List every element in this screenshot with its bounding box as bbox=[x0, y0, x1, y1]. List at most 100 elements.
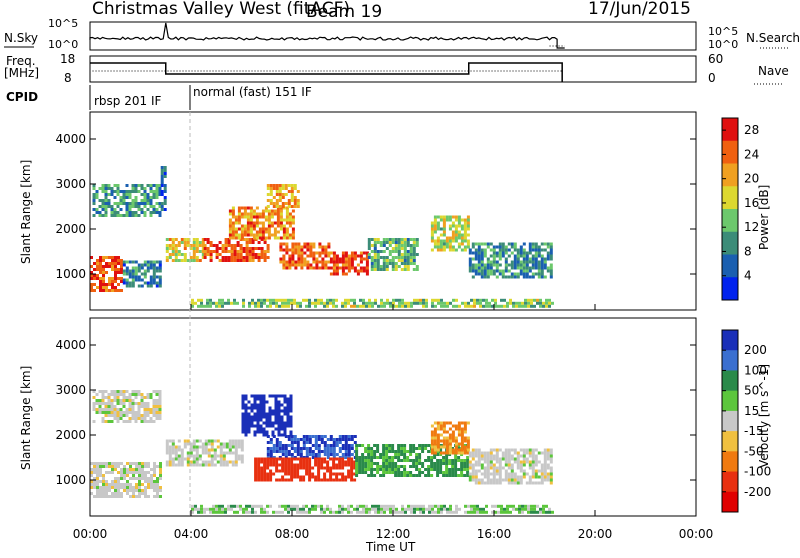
echo-cell-0 bbox=[114, 262, 117, 265]
echo-cell-1 bbox=[128, 408, 132, 411]
echo-cell-3 bbox=[286, 403, 290, 407]
echo-cell-1 bbox=[146, 414, 150, 417]
echo-cell-8 bbox=[528, 454, 532, 458]
echo-cell-1 bbox=[113, 393, 117, 396]
echo-cell-9 bbox=[326, 507, 329, 511]
echo-cell-8 bbox=[507, 454, 511, 458]
echo-cell-10 bbox=[373, 238, 377, 241]
echo-cell-13 bbox=[524, 304, 527, 308]
y-tick-label: 1000 bbox=[55, 267, 86, 281]
echo-cell-12 bbox=[492, 251, 496, 255]
echo-cell-8 bbox=[510, 454, 514, 458]
echo-cell-10 bbox=[376, 262, 380, 265]
echo-cell-8 bbox=[543, 451, 547, 455]
echo-cell-12 bbox=[531, 254, 535, 258]
echo-cell-4 bbox=[299, 453, 303, 456]
colorbar-tick-label: 4 bbox=[744, 269, 752, 283]
echo-cell-9 bbox=[356, 263, 360, 267]
echo-cell-5 bbox=[260, 460, 264, 464]
echo-cell-0 bbox=[105, 495, 108, 498]
echo-cell-0 bbox=[96, 268, 99, 271]
echo-cell-2 bbox=[195, 451, 199, 455]
echo-cell-12 bbox=[480, 248, 484, 252]
echo-cell-12 bbox=[480, 275, 484, 279]
echo-cell-5 bbox=[284, 457, 288, 461]
echo-cell-8 bbox=[525, 451, 529, 455]
echo-cell-0 bbox=[135, 477, 138, 480]
echo-cell-3 bbox=[265, 430, 269, 434]
echo-cell-6 bbox=[427, 468, 431, 471]
echo-cell-8 bbox=[480, 481, 484, 485]
echo-cell-2 bbox=[225, 463, 229, 467]
echo-cell-8 bbox=[546, 466, 550, 470]
echo-cell-7 bbox=[293, 196, 297, 199]
echo-cell-13 bbox=[401, 304, 404, 308]
echo-cell-10 bbox=[382, 262, 386, 265]
echo-cell-6 bbox=[379, 453, 383, 456]
echo-cell-6 bbox=[246, 212, 250, 216]
echo-cell-6 bbox=[358, 471, 362, 474]
echo-cell-13 bbox=[206, 301, 209, 305]
echo-cell-6 bbox=[355, 459, 359, 462]
echo-cell-11 bbox=[436, 242, 440, 246]
echo-cell-10 bbox=[409, 247, 413, 250]
echo-cell-9 bbox=[518, 504, 521, 508]
echo-cell-1 bbox=[152, 390, 156, 393]
echo-cell-10 bbox=[370, 259, 374, 262]
echo-cell-9 bbox=[194, 504, 197, 508]
echo-cell-0 bbox=[117, 483, 120, 486]
echo-cell-10 bbox=[394, 268, 398, 271]
echo-cell-9 bbox=[356, 510, 359, 514]
echo-cell-2 bbox=[192, 454, 196, 458]
echo-cell-2 bbox=[107, 202, 111, 205]
echo-cell-1 bbox=[155, 414, 159, 417]
echo-cell-12 bbox=[516, 251, 520, 255]
echo-cell-9 bbox=[491, 504, 494, 508]
echo-cell-12 bbox=[546, 257, 550, 261]
echo-cell-2 bbox=[234, 451, 238, 455]
echo-cell-3 bbox=[277, 412, 281, 416]
echo-cell-12 bbox=[480, 266, 484, 270]
echo-cell-1 bbox=[101, 420, 105, 423]
echo-cell-9 bbox=[407, 507, 410, 511]
colorbar-tick-label: -50 bbox=[744, 444, 764, 458]
echo-cell-6 bbox=[382, 468, 386, 471]
echo-cell-0 bbox=[114, 271, 117, 274]
echo-cell-8 bbox=[510, 448, 514, 452]
echo-cell-4 bbox=[275, 447, 279, 450]
echo-cell-0 bbox=[105, 262, 108, 265]
echo-cell-2 bbox=[189, 448, 193, 452]
echo-cell-6 bbox=[427, 471, 431, 474]
echo-cell-10 bbox=[376, 259, 380, 262]
echo-cell-3 bbox=[289, 424, 293, 428]
echo-cell-4 bbox=[183, 253, 187, 256]
echo-cell-1 bbox=[134, 266, 138, 270]
echo-cell-2 bbox=[234, 457, 238, 461]
echo-cell-6 bbox=[255, 215, 259, 219]
echo-cell-11 bbox=[454, 224, 458, 228]
echo-cell-10 bbox=[397, 265, 401, 268]
echo-cell-4 bbox=[186, 241, 190, 244]
echo-cell-1 bbox=[131, 278, 135, 282]
echo-cell-11 bbox=[433, 221, 437, 225]
echo-cell-3 bbox=[241, 424, 245, 428]
echo-cell-8 bbox=[297, 254, 301, 258]
echo-cell-9 bbox=[497, 510, 500, 514]
echo-cell-9 bbox=[518, 507, 521, 511]
echo-cell-8 bbox=[510, 475, 514, 479]
echo-cell-7 bbox=[269, 193, 273, 196]
echo-cell-0 bbox=[105, 483, 108, 486]
echo-cell-9 bbox=[284, 507, 287, 511]
echo-cell-5 bbox=[332, 460, 336, 464]
echo-cell-10 bbox=[367, 253, 371, 256]
echo-cell-3 bbox=[163, 169, 167, 172]
echo-cell-3 bbox=[244, 424, 248, 428]
echo-cell-5 bbox=[206, 247, 210, 250]
echo-cell-8 bbox=[285, 260, 289, 264]
echo-cell-8 bbox=[321, 263, 325, 267]
echo-cell-9 bbox=[365, 269, 369, 273]
echo-cell-4 bbox=[347, 435, 351, 438]
echo-cell-6 bbox=[279, 215, 283, 219]
echo-cell-3 bbox=[250, 415, 254, 419]
echo-cell-6 bbox=[279, 236, 283, 240]
